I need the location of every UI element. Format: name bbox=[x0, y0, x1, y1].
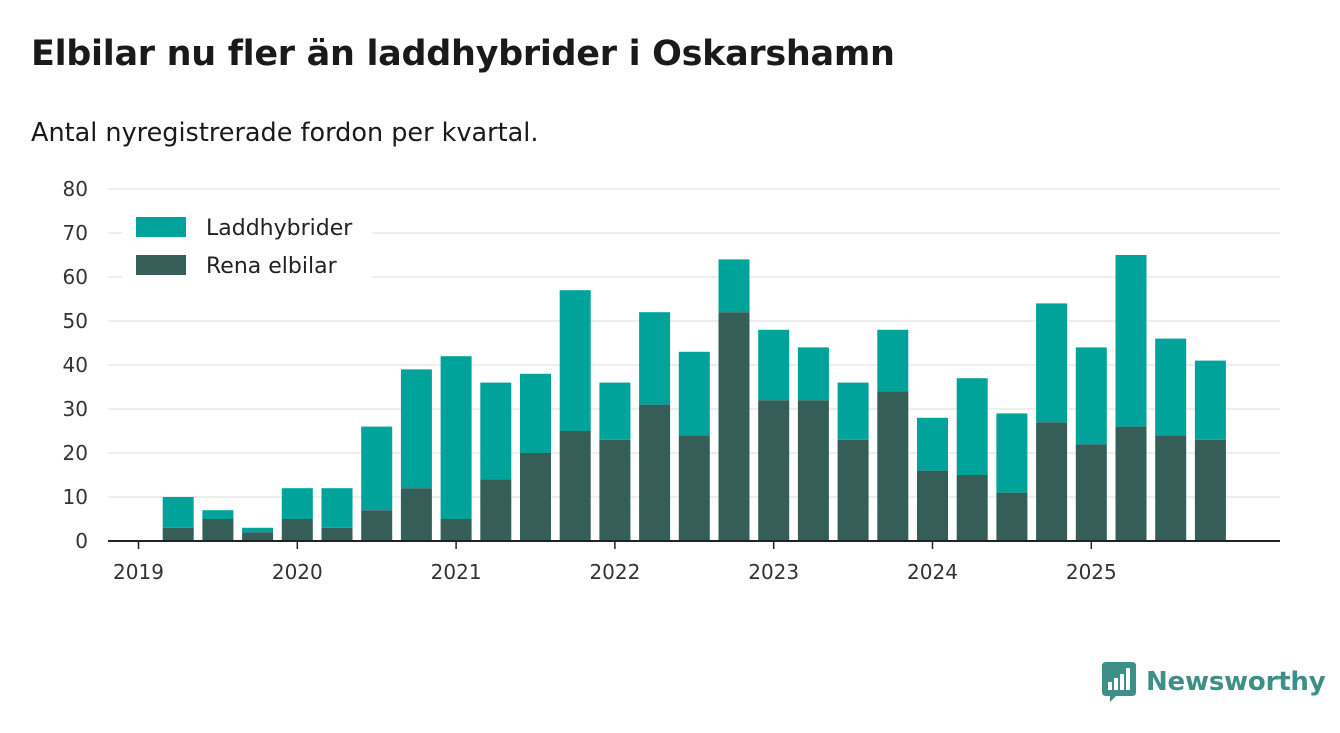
bar-rena-elbilar bbox=[996, 492, 1028, 541]
brand-logo: Newsworthy bbox=[1102, 662, 1326, 702]
bar-rena-elbilar bbox=[440, 519, 472, 541]
bar-rena-elbilar bbox=[956, 475, 988, 541]
y-tick-label: 50 bbox=[63, 309, 88, 333]
bar-chart-speech-bubble-icon bbox=[1102, 662, 1136, 702]
bar-rena-elbilar bbox=[639, 404, 671, 541]
bar-rena-elbilar bbox=[599, 439, 631, 541]
y-tick-label: 0 bbox=[75, 529, 88, 553]
bar-rena-elbilar bbox=[678, 435, 710, 541]
bar-laddhybrider bbox=[956, 378, 988, 475]
x-tick-label: 2021 bbox=[431, 560, 482, 584]
bar-laddhybrider bbox=[321, 488, 353, 528]
y-tick-label: 40 bbox=[63, 353, 88, 377]
y-tick-label: 10 bbox=[63, 485, 88, 509]
y-tick-label: 30 bbox=[63, 397, 88, 421]
bar-laddhybrider bbox=[440, 356, 472, 519]
bar-rena-elbilar bbox=[1194, 439, 1226, 541]
x-tick-label: 2024 bbox=[907, 560, 958, 584]
bar-rena-elbilar bbox=[837, 439, 869, 541]
bar-rena-elbilar bbox=[242, 532, 274, 541]
bars bbox=[162, 255, 1226, 541]
x-tick-label: 2019 bbox=[113, 560, 164, 584]
bar-laddhybrider bbox=[559, 290, 591, 431]
x-axis: 2019 2020 2021 2022 2023 2024 2025 bbox=[108, 540, 1280, 584]
bar-laddhybrider bbox=[242, 527, 274, 533]
bar-rena-elbilar bbox=[162, 527, 194, 541]
bar-rena-elbilar bbox=[400, 488, 432, 541]
x-tick-label: 2025 bbox=[1066, 560, 1117, 584]
bar-laddhybrider bbox=[837, 382, 869, 440]
bar-rena-elbilar bbox=[797, 400, 829, 541]
bar-rena-elbilar bbox=[1115, 426, 1147, 541]
bar-laddhybrider bbox=[480, 382, 512, 480]
bar-rena-elbilar bbox=[917, 470, 948, 541]
bar-rena-elbilar bbox=[758, 400, 790, 541]
bar-rena-elbilar bbox=[281, 519, 313, 541]
bar-laddhybrider bbox=[281, 488, 313, 519]
bar-rena-elbilar bbox=[1075, 444, 1107, 541]
x-tick-label: 2022 bbox=[589, 560, 640, 584]
bar-rena-elbilar bbox=[321, 527, 353, 541]
bar-laddhybrider bbox=[678, 351, 710, 436]
bar-laddhybrider bbox=[797, 347, 829, 401]
legend-swatch bbox=[136, 255, 186, 275]
bar-laddhybrider bbox=[520, 373, 551, 453]
bar-rena-elbilar bbox=[718, 312, 750, 541]
bar-laddhybrider bbox=[1036, 303, 1068, 423]
bar-rena-elbilar bbox=[520, 453, 551, 541]
legend: Laddhybrider Rena elbilar bbox=[122, 204, 372, 282]
bar-laddhybrider bbox=[1075, 347, 1107, 445]
legend-swatch bbox=[136, 217, 186, 237]
bar-laddhybrider bbox=[1155, 338, 1187, 436]
y-axis-ticks: 0 10 20 30 40 50 60 70 80 bbox=[63, 177, 88, 553]
bar-rena-elbilar bbox=[1036, 422, 1068, 541]
bar-laddhybrider bbox=[162, 497, 194, 528]
bar-laddhybrider bbox=[1194, 360, 1226, 440]
x-tick-label: 2023 bbox=[748, 560, 799, 584]
bar-laddhybrider bbox=[361, 426, 393, 511]
bar-laddhybrider bbox=[917, 417, 948, 471]
y-tick-label: 20 bbox=[63, 441, 88, 465]
y-tick-label: 80 bbox=[63, 177, 88, 201]
bar-laddhybrider bbox=[758, 329, 790, 401]
bar-rena-elbilar bbox=[559, 431, 591, 541]
bar-rena-elbilar bbox=[877, 391, 909, 541]
bar-laddhybrider bbox=[639, 312, 671, 405]
chart-title: Elbilar nu fler än laddhybrider i Oskars… bbox=[31, 34, 895, 74]
bar-laddhybrider bbox=[996, 413, 1028, 493]
bar-rena-elbilar bbox=[361, 510, 393, 541]
legend-label: Rena elbilar bbox=[206, 254, 338, 279]
bar-rena-elbilar bbox=[480, 479, 512, 541]
legend-label: Laddhybrider bbox=[206, 216, 353, 241]
bar-laddhybrider bbox=[599, 382, 631, 440]
bar-rena-elbilar bbox=[1155, 435, 1187, 541]
bar-laddhybrider bbox=[877, 329, 909, 392]
brand-name: Newsworthy bbox=[1146, 667, 1326, 697]
bar-laddhybrider bbox=[202, 510, 234, 519]
x-tick-label: 2020 bbox=[272, 560, 323, 584]
bar-laddhybrider bbox=[1115, 255, 1147, 427]
y-tick-label: 70 bbox=[63, 221, 88, 245]
bar-laddhybrider bbox=[718, 259, 750, 313]
chart-subtitle: Antal nyregistrerade fordon per kvartal. bbox=[31, 118, 539, 148]
y-tick-label: 60 bbox=[63, 265, 88, 289]
bar-rena-elbilar bbox=[202, 519, 234, 541]
bar-laddhybrider bbox=[400, 369, 432, 489]
